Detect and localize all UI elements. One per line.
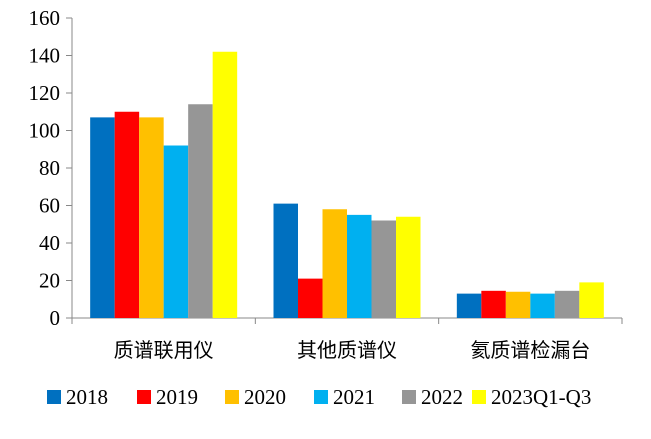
bar-2018-2	[273, 203, 298, 318]
y-tick-label: 20	[39, 269, 60, 293]
bar-2021-2	[347, 214, 372, 318]
bar-2020-3	[505, 291, 531, 318]
y-tick-label: 160	[29, 6, 61, 30]
bar-2019-3	[481, 290, 506, 318]
bar-2019-1	[114, 111, 140, 318]
legend-swatch-2022	[402, 390, 416, 404]
y-tick-label: 100	[29, 119, 61, 143]
y-tick-label: 40	[39, 231, 60, 255]
legend-swatch-2019	[137, 390, 151, 404]
bar-2023Q1-Q3-2	[396, 216, 421, 318]
y-tick-label: 60	[39, 194, 60, 218]
bars	[90, 51, 604, 318]
y-tick-label: 120	[29, 81, 61, 105]
bar-2021-1	[163, 145, 189, 318]
legend-label: 2018	[66, 385, 108, 409]
bar-2018-3	[456, 293, 482, 318]
bar-2023Q1-Q3-1	[212, 51, 238, 318]
bar-2018-1	[90, 117, 115, 318]
bar-2020-2	[322, 209, 347, 318]
bar-2019-2	[298, 278, 323, 318]
y-tick-label: 0	[50, 306, 61, 330]
x-tick-label: 其他质谱仪	[297, 338, 397, 362]
legend-swatch-2018	[47, 390, 61, 404]
legend-swatch-2021	[314, 390, 328, 404]
bar-2022-2	[371, 220, 396, 318]
bar-2020-1	[139, 117, 164, 318]
legend-swatch-2023Q1-Q3	[472, 390, 486, 404]
y-tick-label: 140	[29, 44, 61, 68]
bar-2023Q1-Q3-3	[579, 282, 604, 318]
legend-label: 2023Q1-Q3	[491, 385, 591, 409]
y-tick-label: 80	[39, 156, 60, 180]
legend-label: 2021	[333, 385, 375, 409]
x-tick-label: 氦质谱检漏台	[470, 338, 590, 362]
bar-2022-1	[188, 104, 213, 318]
y-axis: 0 20 40 60 80 100 120 140 160	[29, 6, 73, 330]
bar-2022-3	[554, 290, 580, 318]
legend: 2018 2019 2020 2021 2022 2023Q1-Q3	[47, 385, 591, 409]
legend-label: 2020	[244, 385, 286, 409]
bar-2021-3	[530, 293, 555, 318]
legend-swatch-2020	[225, 390, 239, 404]
legend-label: 2022	[421, 385, 463, 409]
x-tick-label: 质谱联用仪	[114, 338, 214, 362]
x-axis: 质谱联用仪 其他质谱仪 氦质谱检漏台	[71, 317, 623, 362]
legend-label: 2019	[156, 385, 198, 409]
